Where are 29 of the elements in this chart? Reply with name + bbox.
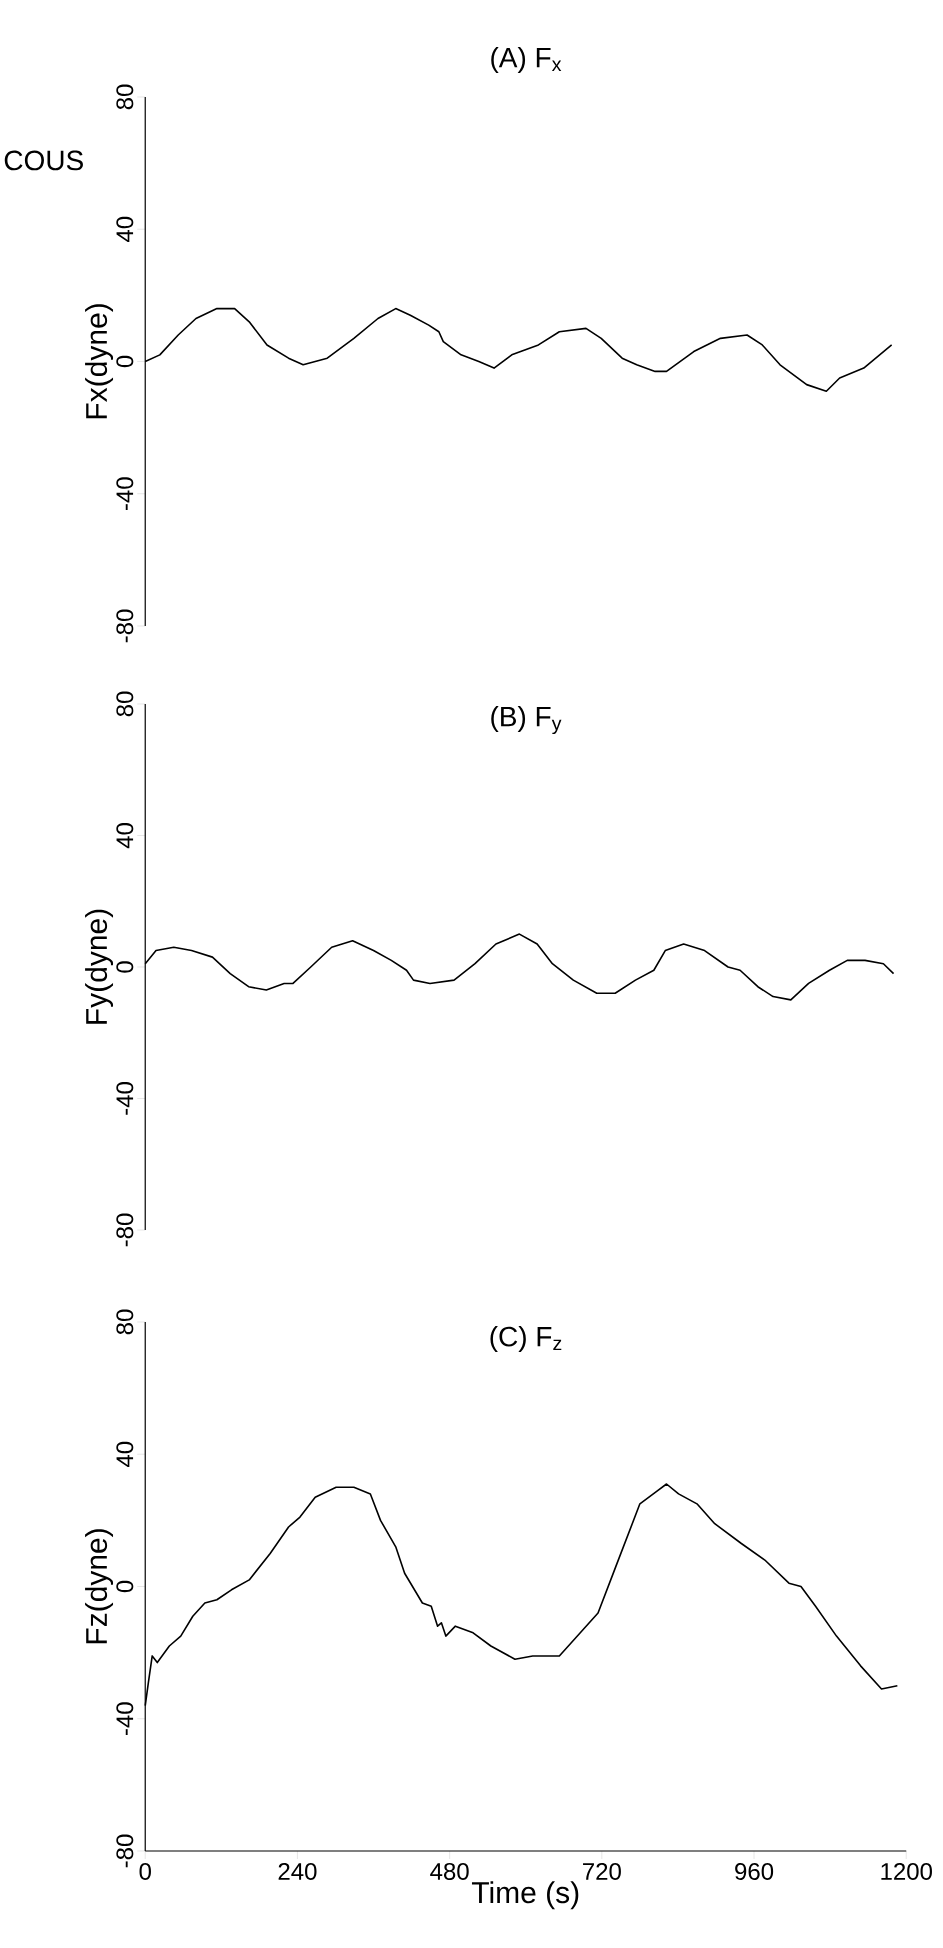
x-tick-label: 720 <box>582 1862 621 1880</box>
x-tick-label: 480 <box>430 1862 469 1880</box>
y-tick-label: 80 <box>116 691 134 717</box>
y-tick-label: -80 <box>116 609 134 643</box>
y-tick-label: 40 <box>116 216 134 243</box>
y-tick-label: 80 <box>116 84 134 110</box>
y-tick-label: 0 <box>116 1580 134 1593</box>
x-tick-label: 0 <box>139 1862 151 1880</box>
text: COUS <box>4 150 83 171</box>
y-axis-title: Fx(dyne) <box>84 304 113 419</box>
y-tick-label: -40 <box>116 1702 134 1736</box>
y-tick-label: -40 <box>116 1082 134 1115</box>
y-tick-label: 0 <box>116 355 134 368</box>
y-tick-label: 80 <box>116 1309 134 1335</box>
y-tick-label: 40 <box>116 1441 134 1468</box>
y-tick-label: -80 <box>116 1834 134 1868</box>
chart-title: (B) F$_{y}$ <box>491 705 562 735</box>
x-tick-label: 960 <box>735 1862 774 1880</box>
chart-title: (C) F$_{z}$ <box>490 1325 562 1353</box>
x-tick-label: 1200 <box>881 1862 932 1880</box>
y-tick-label: -80 <box>116 1213 134 1247</box>
y-axis-title: Fz(dyne) <box>84 1529 113 1644</box>
chart-title: (A) F$_{x}$ <box>491 46 562 74</box>
x-tick-label: 240 <box>278 1862 317 1880</box>
y-tick-label: 0 <box>116 961 134 973</box>
y-axis-title: Fy(dyne) <box>84 909 113 1024</box>
x-axis-title: Time (s) <box>471 1881 579 1910</box>
y-tick-label: -40 <box>116 477 134 511</box>
y-tick-label: 40 <box>116 823 134 849</box>
